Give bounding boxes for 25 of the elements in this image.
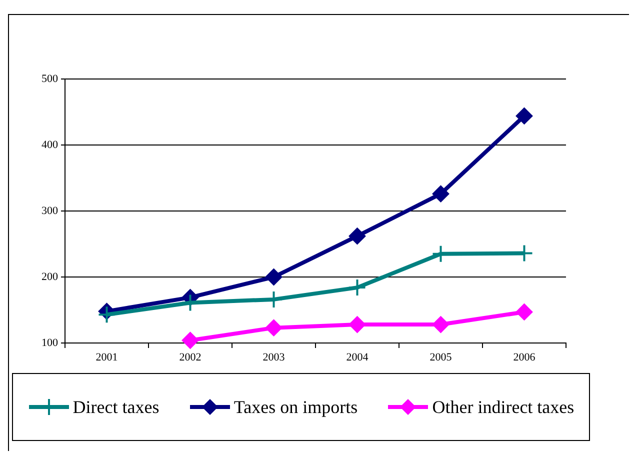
y-tick-label: 100 bbox=[42, 336, 58, 349]
x-tick-label: 2002 bbox=[179, 351, 202, 364]
legend-label: Direct taxes bbox=[72, 396, 160, 418]
point bbox=[348, 316, 366, 334]
legend-label: Other indirect taxes bbox=[432, 396, 574, 418]
x-tick-label: 2006 bbox=[513, 351, 536, 364]
y-tick-label: 500 bbox=[42, 72, 58, 85]
point bbox=[265, 268, 282, 286]
x-tick-label: 2004 bbox=[346, 351, 369, 364]
x-tick-label: 2005 bbox=[430, 351, 452, 364]
point bbox=[348, 278, 366, 297]
point bbox=[182, 332, 199, 349]
point bbox=[516, 303, 533, 320]
point bbox=[348, 228, 366, 245]
y-tick-label: 400 bbox=[42, 138, 58, 151]
point bbox=[432, 316, 450, 334]
point bbox=[432, 185, 450, 202]
y-tick-label: 200 bbox=[42, 270, 58, 283]
legend-label: Taxes on imports bbox=[234, 396, 358, 418]
point bbox=[265, 319, 282, 336]
x-tick-label: 2001 bbox=[96, 351, 118, 364]
x-tick-label: 2003 bbox=[262, 351, 286, 364]
point bbox=[98, 306, 116, 324]
y-tick-label: 300 bbox=[42, 204, 58, 217]
point bbox=[516, 107, 533, 124]
